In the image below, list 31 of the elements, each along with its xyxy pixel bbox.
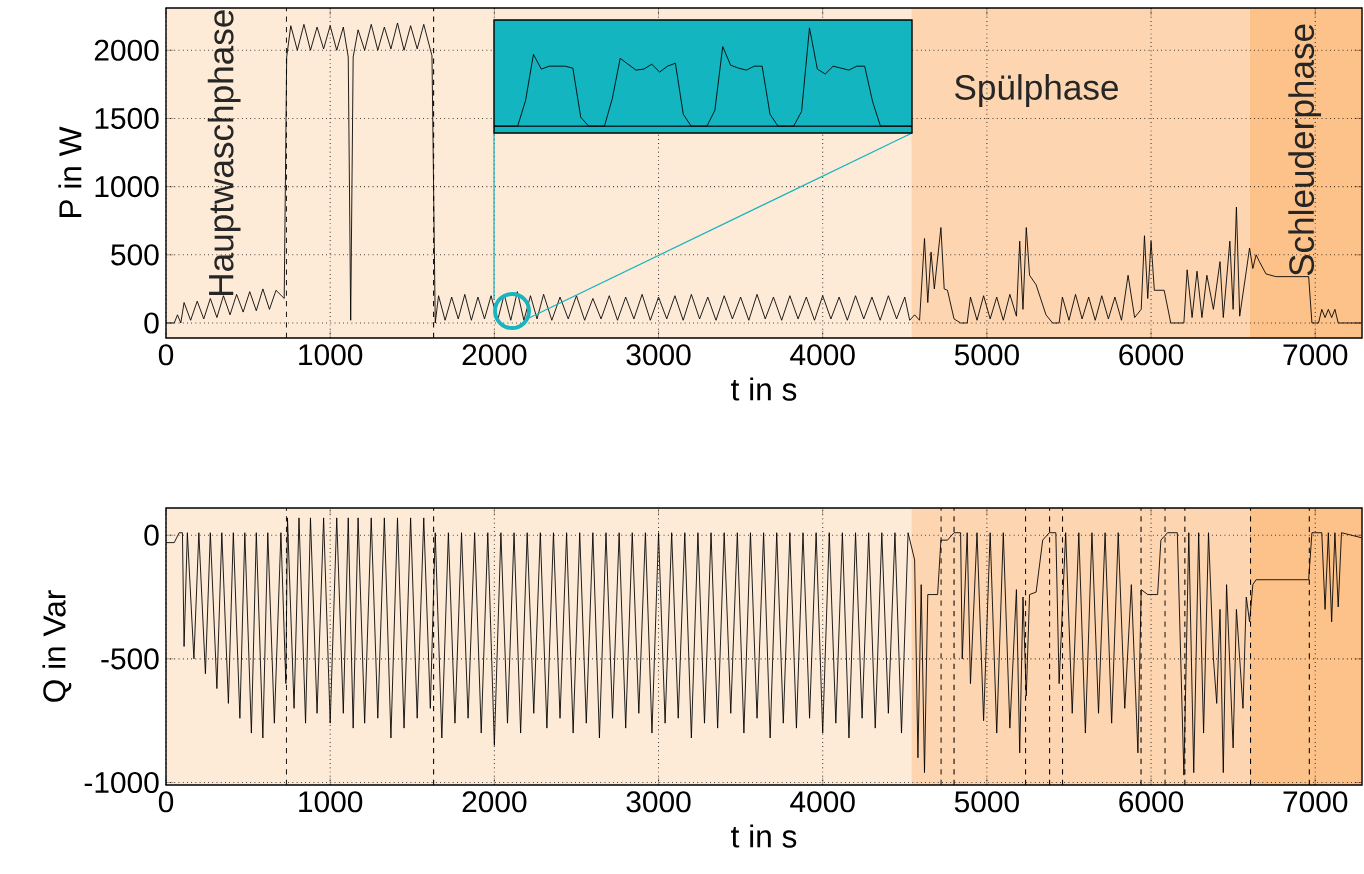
x-tick-label: 5000 bbox=[954, 344, 1019, 366]
x-tick-label: 4000 bbox=[790, 344, 855, 366]
x-tick-label: 6000 bbox=[1119, 344, 1184, 366]
x-tick-label: 7000 bbox=[1283, 791, 1348, 813]
band-label: Spülphase bbox=[955, 74, 1118, 107]
y-tick-label: -500 bbox=[101, 648, 159, 670]
x-tick-label: 2000 bbox=[462, 791, 527, 813]
x-tick-label: 2000 bbox=[462, 344, 527, 366]
y-axis-title: P in W bbox=[58, 126, 82, 217]
x-tick-label: 1000 bbox=[299, 791, 363, 813]
x-axis-title: t in s bbox=[731, 824, 797, 848]
x-tick-label: 0 bbox=[158, 791, 174, 813]
band-label: Hauptwaschphase bbox=[207, 10, 241, 295]
x-tick-label: 5000 bbox=[954, 791, 1019, 813]
y-axis-title: Q in Var bbox=[42, 590, 72, 702]
band-label: Schleuderphase bbox=[1288, 24, 1322, 276]
y-tick-label: -1000 bbox=[84, 771, 159, 794]
y-tick-label: 2000 bbox=[94, 39, 159, 61]
x-axis-title: t in s bbox=[731, 377, 797, 401]
x-tick-label: 3000 bbox=[626, 344, 691, 366]
y-tick-label: 1500 bbox=[95, 107, 159, 130]
y-tick-label: 0 bbox=[144, 312, 159, 334]
x-tick-label: 4000 bbox=[790, 791, 855, 813]
x-tick-label: 0 bbox=[158, 344, 174, 366]
x-tick-label: 6000 bbox=[1119, 791, 1184, 813]
y-tick-label: 1000 bbox=[95, 176, 159, 198]
x-tick-label: 3000 bbox=[626, 791, 691, 813]
x-tick-label: 1000 bbox=[299, 344, 363, 366]
y-tick-label: 500 bbox=[111, 244, 159, 266]
y-tick-label: 0 bbox=[144, 524, 159, 546]
x-tick-label: 7000 bbox=[1283, 344, 1348, 366]
